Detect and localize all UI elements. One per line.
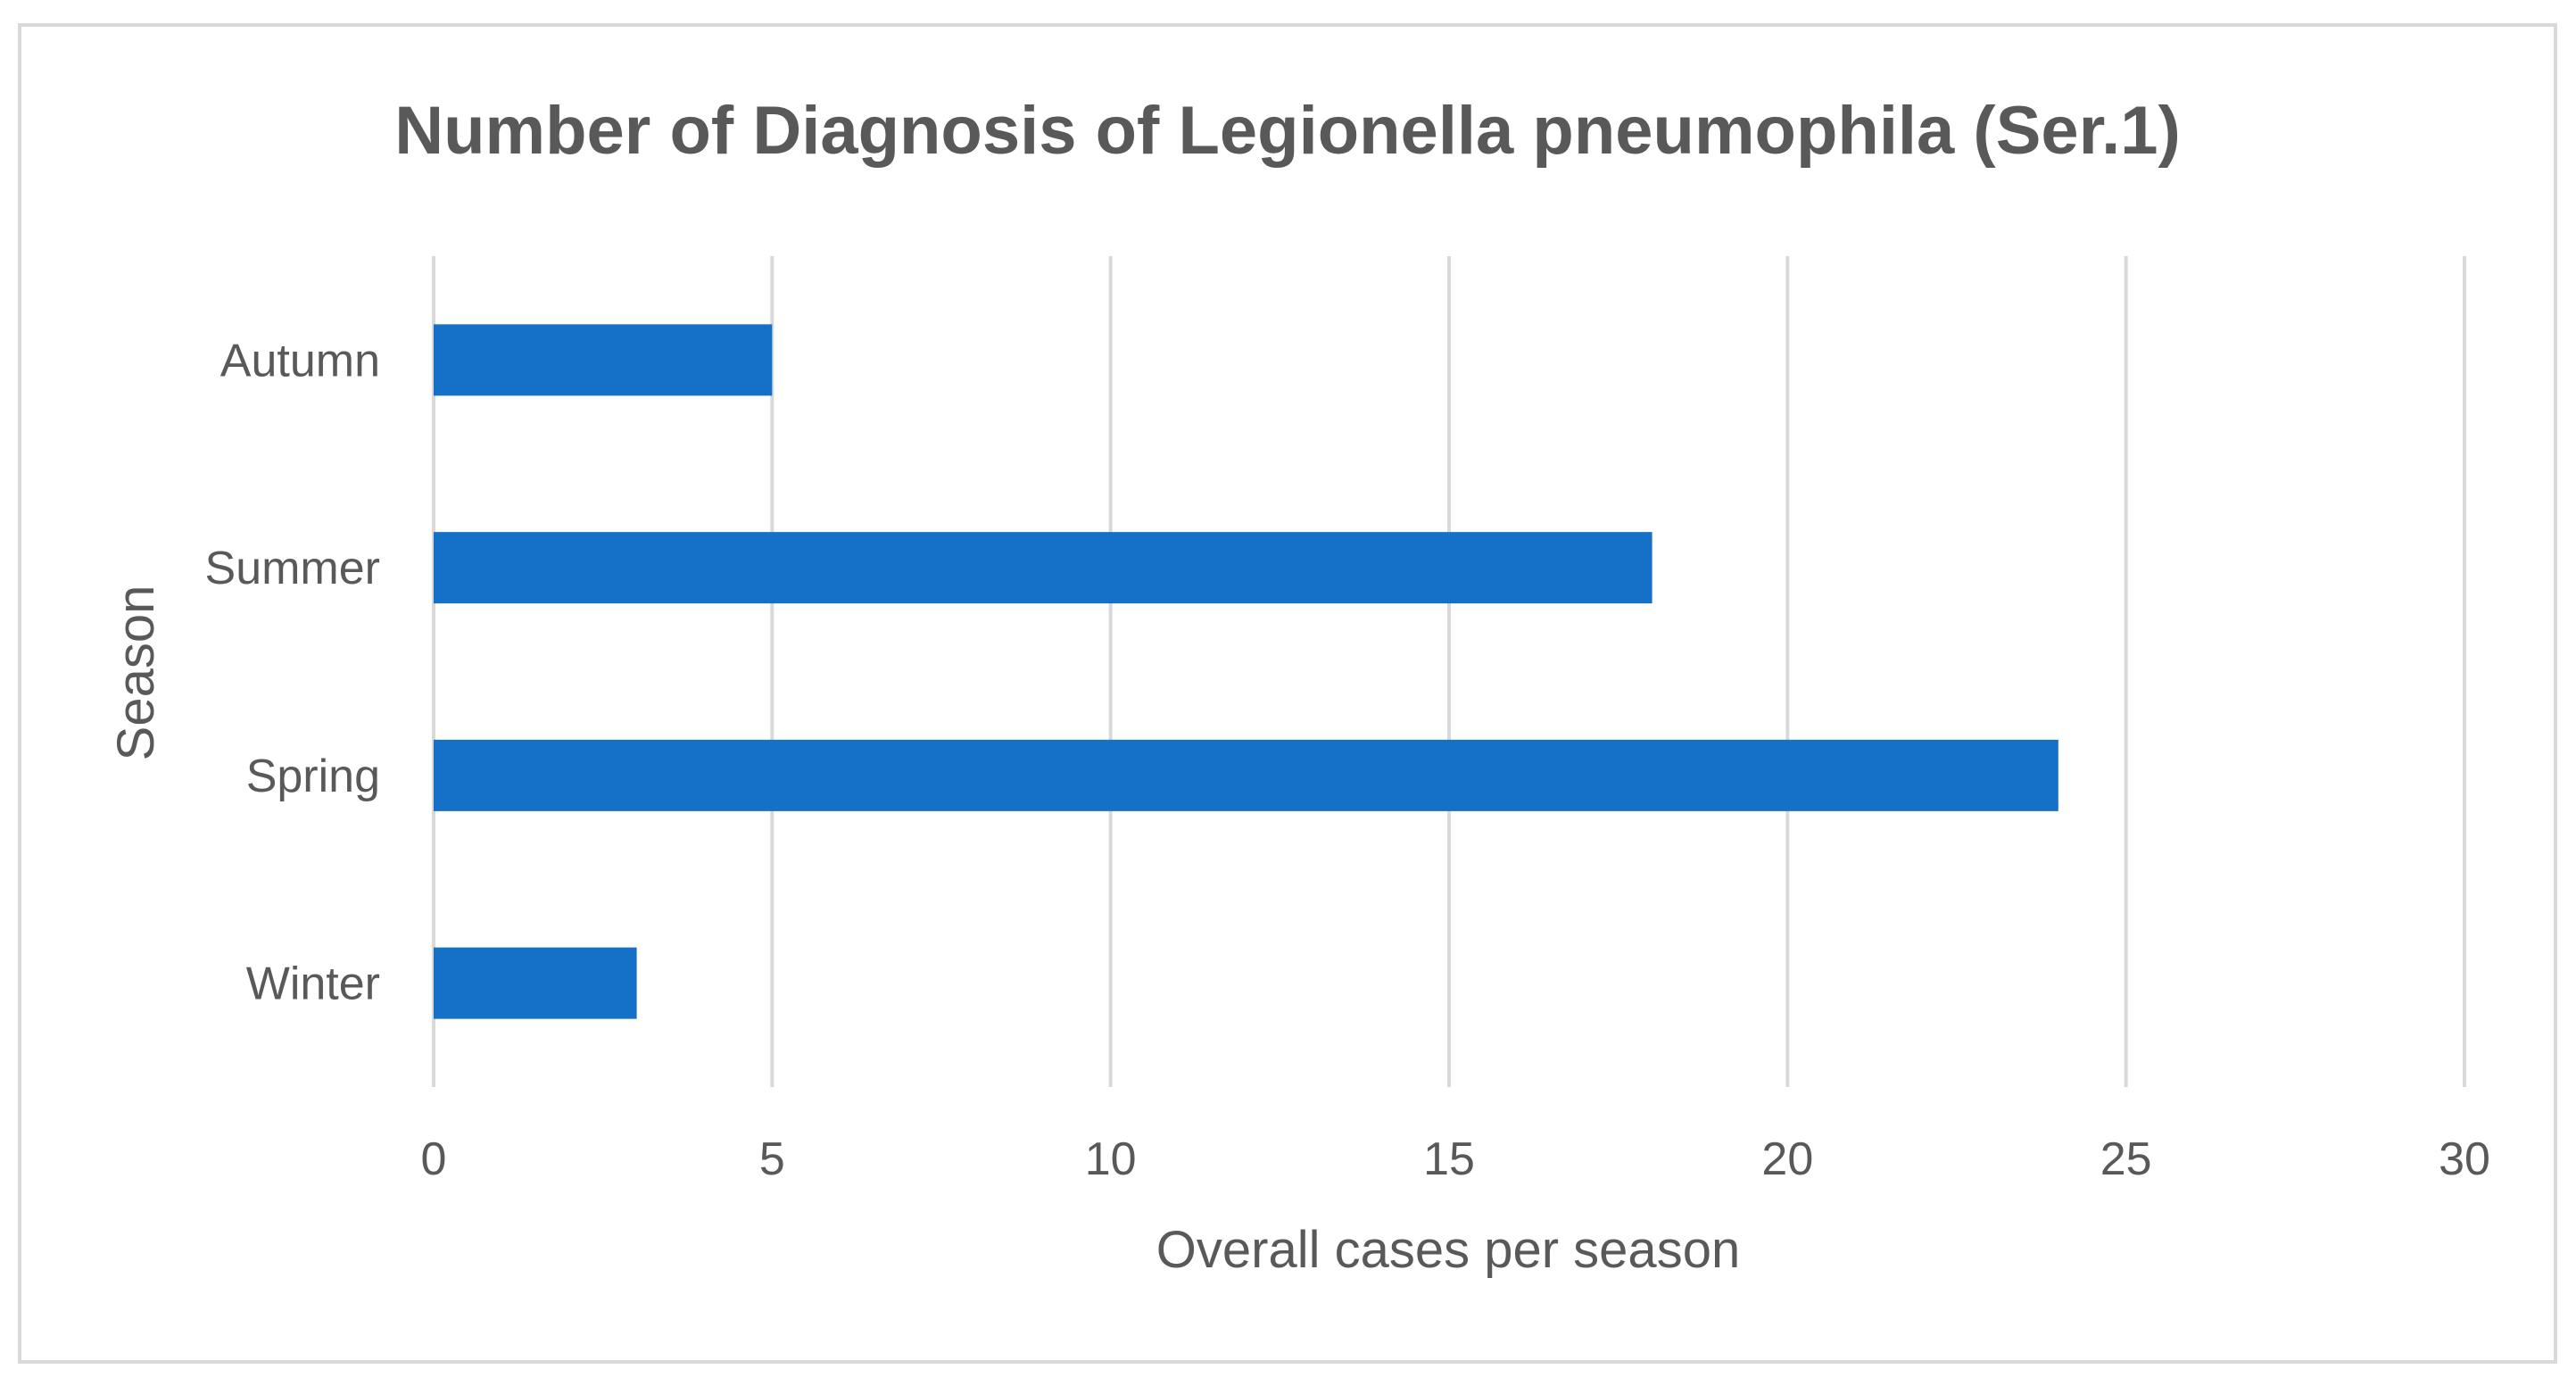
y-tick-label-summer: Summer	[205, 543, 380, 594]
bar-summer	[434, 532, 1652, 604]
bar-winter	[434, 947, 637, 1019]
chart-title: Number of Diagnosis of Legionella pneumo…	[394, 93, 2181, 169]
x-axis-label: Overall cases per season	[1156, 1221, 1740, 1279]
x-tick-label: 30	[2439, 1133, 2490, 1185]
bar-spring	[434, 739, 2058, 811]
y-tick-labels: Autumn Summer Spring Winter	[205, 335, 380, 1009]
x-tick-label: 10	[1085, 1133, 1137, 1185]
x-tick-label: 25	[2100, 1133, 2152, 1185]
x-tick-label: 15	[1423, 1133, 1475, 1185]
y-tick-label-spring: Spring	[246, 751, 380, 802]
x-tick-labels: 0 5 10 15 20 25 30	[421, 1133, 2490, 1185]
chart-frame	[18, 23, 2557, 1364]
y-tick-label-autumn: Autumn	[220, 335, 380, 386]
y-tick-label-winter: Winter	[246, 959, 380, 1010]
y-axis-label: Season	[107, 585, 165, 761]
x-tick-label: 0	[421, 1133, 447, 1185]
x-tick-label: 5	[759, 1133, 785, 1185]
bar-autumn	[434, 324, 773, 396]
x-tick-label: 20	[1761, 1133, 1813, 1185]
bars	[434, 324, 2058, 1019]
